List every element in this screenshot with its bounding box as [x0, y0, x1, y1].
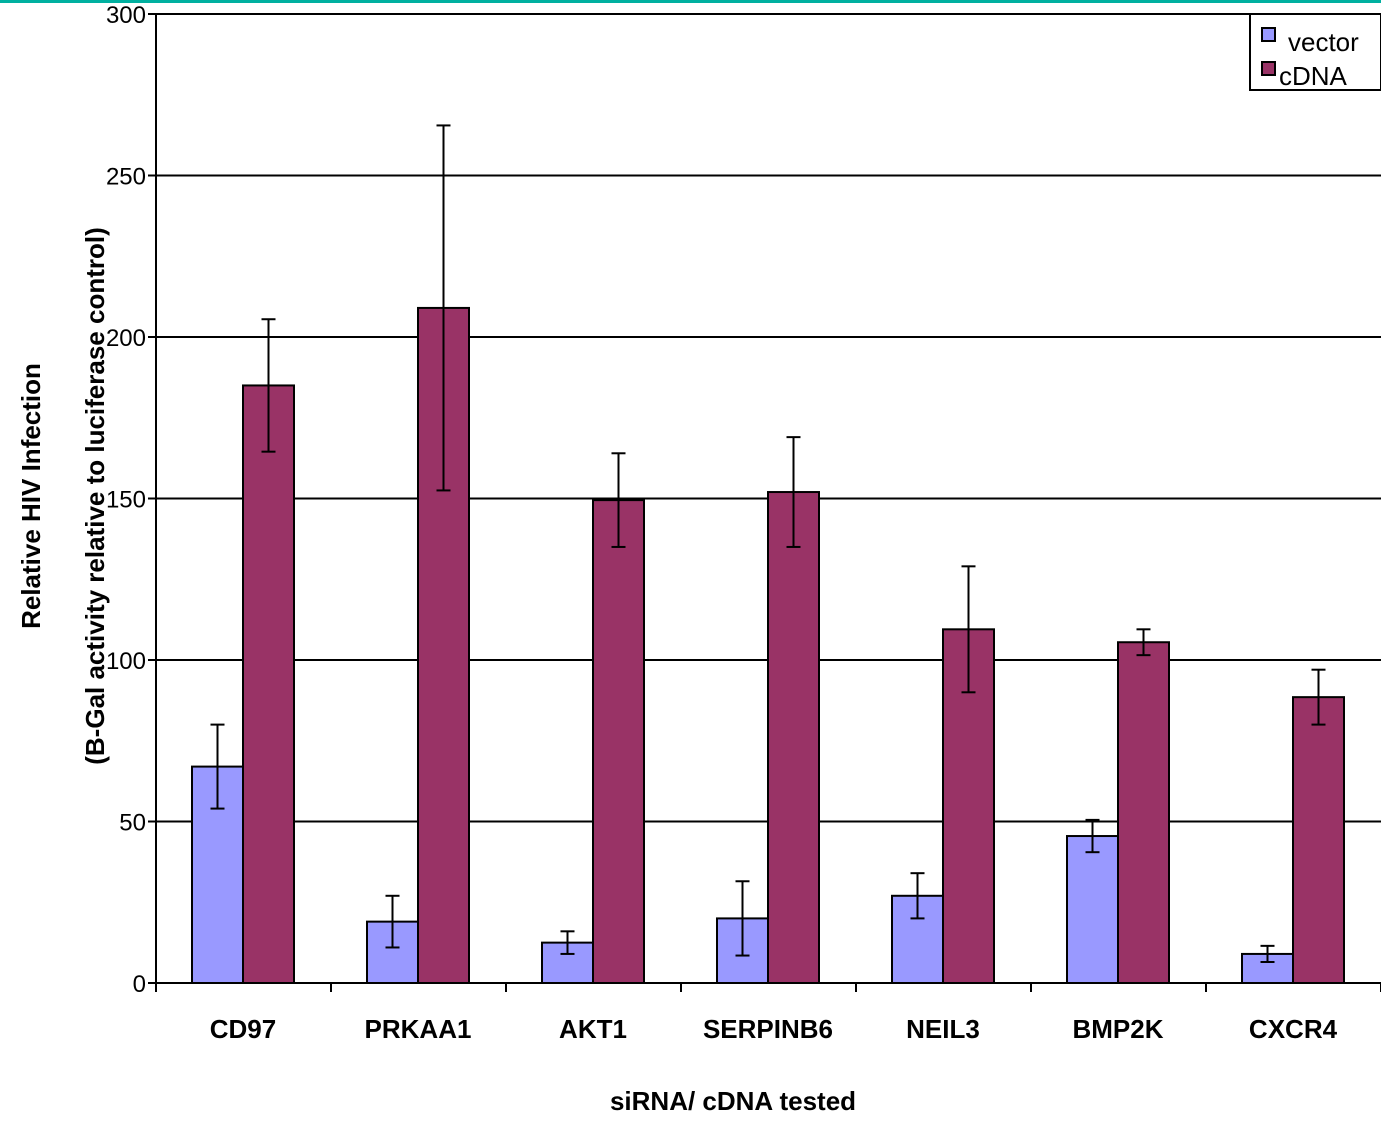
y-tick-label: 150	[106, 487, 146, 514]
y-tick-label: 0	[133, 971, 146, 998]
y-tick-label: 200	[106, 325, 146, 352]
bar-cDNA-serpinb6	[767, 491, 820, 984]
x-tick-label: AKT1	[559, 1014, 627, 1044]
x-tick-label: CXCR4	[1249, 1014, 1338, 1044]
y-tick-label: 250	[106, 164, 146, 191]
legend-box	[1249, 13, 1381, 91]
error-bars	[210, 124, 1326, 964]
bar-vector-bmp2k	[1066, 835, 1119, 984]
legend-label-cDNA: cDNA	[1279, 61, 1348, 91]
bar-cDNA-neil3	[942, 628, 995, 984]
x-tick-label: BMP2K	[1072, 1014, 1163, 1044]
x-tick-label: PRKAA1	[365, 1014, 472, 1044]
legend-label-vector: vector	[1288, 27, 1359, 57]
legend: vector cDNA	[1249, 13, 1381, 91]
bar-cDNA-bmp2k	[1117, 641, 1170, 984]
y-axis-title-line2: (B-Gal activity relative to luciferase c…	[80, 227, 110, 765]
bar-cDNA-cd97	[242, 384, 295, 984]
y-axis-title-line1: Relative HIV Infection	[16, 363, 46, 629]
bar-cDNA-akt1	[592, 499, 645, 984]
x-tick-label: SERPINB6	[703, 1014, 833, 1044]
axes: 0 50 100 150 200 250 300	[106, 2, 1381, 998]
bars	[191, 306, 1345, 985]
x-tick-label: NEIL3	[906, 1014, 980, 1044]
y-tick-label: 300	[106, 2, 146, 29]
x-tick-label: CD97	[210, 1014, 276, 1044]
x-axis-title: siRNA/ cDNA tested	[610, 1086, 856, 1116]
y-tick-label: 50	[119, 810, 146, 837]
legend-swatch-vector	[1261, 27, 1276, 42]
legend-swatch-cDNA	[1261, 61, 1276, 76]
labels: Relative HIV Infection (B-Gal activity r…	[16, 227, 1338, 1116]
bar-cDNA-cxcr4	[1292, 696, 1345, 985]
y-tick-label: 100	[106, 648, 146, 675]
